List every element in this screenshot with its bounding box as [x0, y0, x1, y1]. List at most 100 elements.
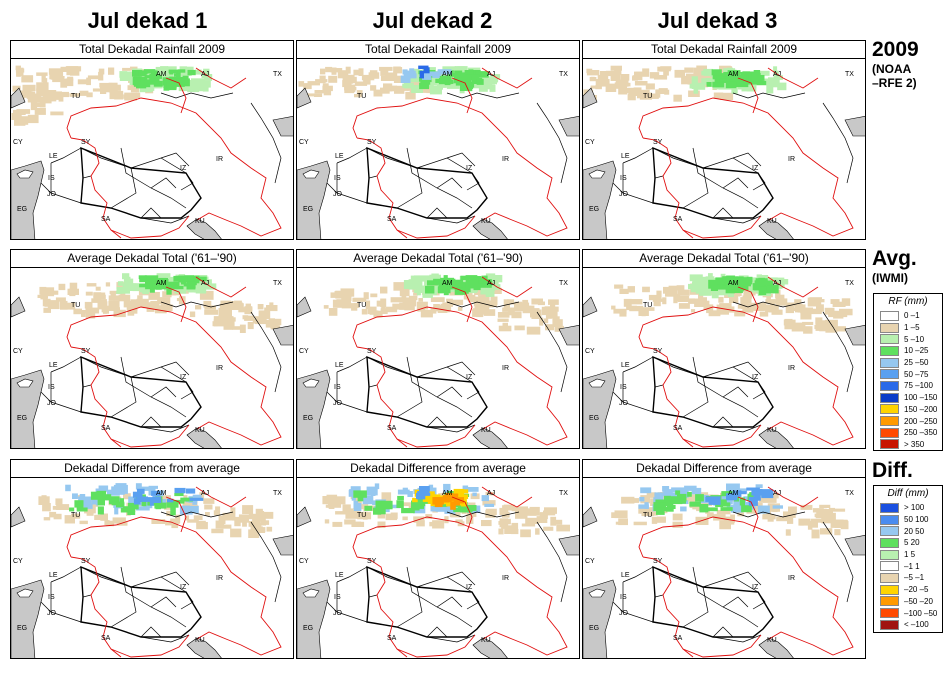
- rain-pixel-light: [675, 293, 681, 301]
- diff-pixel-above: [664, 495, 671, 501]
- rain-pixel-light: [673, 94, 682, 102]
- panel-title: Total Dekadal Rainfall 2009: [11, 41, 293, 59]
- basin-boundary: [195, 486, 247, 508]
- sea-area: [583, 160, 617, 239]
- map-label: IS: [48, 594, 55, 601]
- rain-pixel-light: [363, 292, 369, 300]
- diff-pixel-below: [543, 510, 556, 516]
- map-label: EG: [17, 206, 27, 213]
- rain-pixel-heavy: [481, 275, 488, 281]
- diff-pixel-above: [353, 503, 362, 511]
- diff-pixel-below: [815, 514, 823, 519]
- rain-pixel-light: [539, 317, 544, 326]
- map-label: IR: [216, 365, 223, 372]
- diff-pixel-below: [399, 502, 413, 507]
- map-label: IZ: [180, 374, 187, 381]
- rain-pixel-heavy: [184, 275, 194, 282]
- rain-pixel-light: [615, 79, 629, 87]
- rain-pixel-light: [549, 306, 559, 312]
- average-map: AM AJ TX TU CY SY LE IS JO EG IR SA KU IZ: [583, 267, 865, 448]
- map-label: LE: [621, 362, 630, 369]
- rain-pixel-light: [351, 76, 357, 84]
- rain-pixel-light: [12, 85, 21, 92]
- diff-pixel-below: [377, 510, 386, 519]
- diff-pixel-below: [713, 514, 726, 521]
- basin-boundary: [638, 97, 854, 237]
- island-outline: [302, 588, 320, 598]
- rain-pixel-light: [130, 299, 139, 307]
- map-label: AJ: [201, 280, 209, 287]
- rain-pixel-moderate: [203, 80, 211, 88]
- rain-pixel-light: [20, 91, 26, 96]
- basin-boundary: [70, 346, 190, 448]
- rain-pixel-heavy: [461, 76, 472, 86]
- diff-pixel-below: [767, 503, 775, 507]
- rain-pixel-moderate: [129, 79, 135, 85]
- diff-pixel-below: [485, 508, 497, 515]
- rain-pixel-light: [647, 93, 659, 99]
- admin-boundary: [160, 152, 190, 167]
- rain-pixel-light: [740, 297, 752, 304]
- country-boundary-iraq: [366, 565, 488, 638]
- rain-pixel-moderate: [429, 85, 442, 95]
- panel-title: Total Dekadal Rainfall 2009: [297, 41, 579, 59]
- rain-pixel-moderate: [123, 71, 132, 79]
- map-label: LE: [49, 362, 58, 369]
- rain-pixel-light: [220, 316, 228, 326]
- legend-swatch: [880, 427, 899, 438]
- sea-area: [297, 579, 331, 658]
- diff-pixel-surplus: [419, 489, 430, 495]
- rain-pixel-heavy: [736, 77, 746, 86]
- legend-entry: 200 –250: [874, 415, 942, 427]
- diff-pixel-below: [840, 526, 849, 530]
- rain-pixel-light: [688, 300, 699, 304]
- rain-pixel-heavy: [158, 283, 169, 290]
- admin-boundary: [682, 167, 709, 209]
- map-label: SY: [81, 139, 91, 146]
- diff-pixel-below: [808, 522, 818, 528]
- rain-pixel-light: [223, 317, 236, 322]
- rain-pixel-very-heavy: [404, 74, 411, 82]
- admin-boundary: [732, 301, 806, 308]
- rain-pixel-light: [380, 70, 389, 76]
- legend-label: < –100: [904, 620, 929, 630]
- rain-pixel-heavy: [166, 285, 172, 295]
- diff-pixel-below: [812, 508, 824, 513]
- sea-area: [11, 160, 45, 239]
- legend-entry: 150 –200: [874, 404, 942, 416]
- map-label: IZ: [752, 165, 759, 172]
- legend-swatch: [880, 572, 899, 583]
- sea-area: [758, 218, 794, 239]
- rain-pixel-light: [232, 326, 246, 330]
- diff-pixel-below: [785, 529, 791, 536]
- rain-pixel-light: [610, 72, 621, 81]
- rain-pixel-light: [109, 290, 122, 295]
- difference-map: AM AJ TX TU CY SY LE IS JO EG IR SA KU IZ: [11, 477, 293, 658]
- map-label: JO: [47, 191, 57, 198]
- legend-swatch: [880, 334, 899, 345]
- diff-pixel-below: [203, 498, 215, 504]
- rain-pixel-light: [45, 97, 55, 101]
- rain-pixel-light: [373, 89, 383, 97]
- rain-pixel-light: [310, 82, 320, 86]
- rain-pixel-light: [836, 326, 846, 332]
- diff-pixel-below: [672, 513, 683, 521]
- admin-boundary: [140, 207, 162, 219]
- map-label: TX: [845, 490, 854, 497]
- diff-pixel-surplus: [132, 491, 143, 498]
- basin-boundary: [396, 229, 408, 239]
- map-label: TX: [559, 71, 568, 78]
- rain-pixel-light: [641, 308, 646, 317]
- rain-pixel-light: [26, 91, 35, 99]
- basin-boundary: [481, 486, 533, 508]
- admin-boundary: [722, 596, 749, 608]
- rain-pixel-heavy: [742, 283, 749, 291]
- rain-pixel-heavy: [758, 286, 767, 295]
- rain-pixel-light: [626, 305, 637, 311]
- basin-boundary: [66, 306, 282, 446]
- rain-pixel-light: [380, 75, 395, 81]
- map-label: LE: [335, 362, 344, 369]
- diff-pixel-below: [470, 493, 480, 500]
- diff-pixel-below: [672, 521, 683, 528]
- diff-pixel-below: [345, 510, 359, 519]
